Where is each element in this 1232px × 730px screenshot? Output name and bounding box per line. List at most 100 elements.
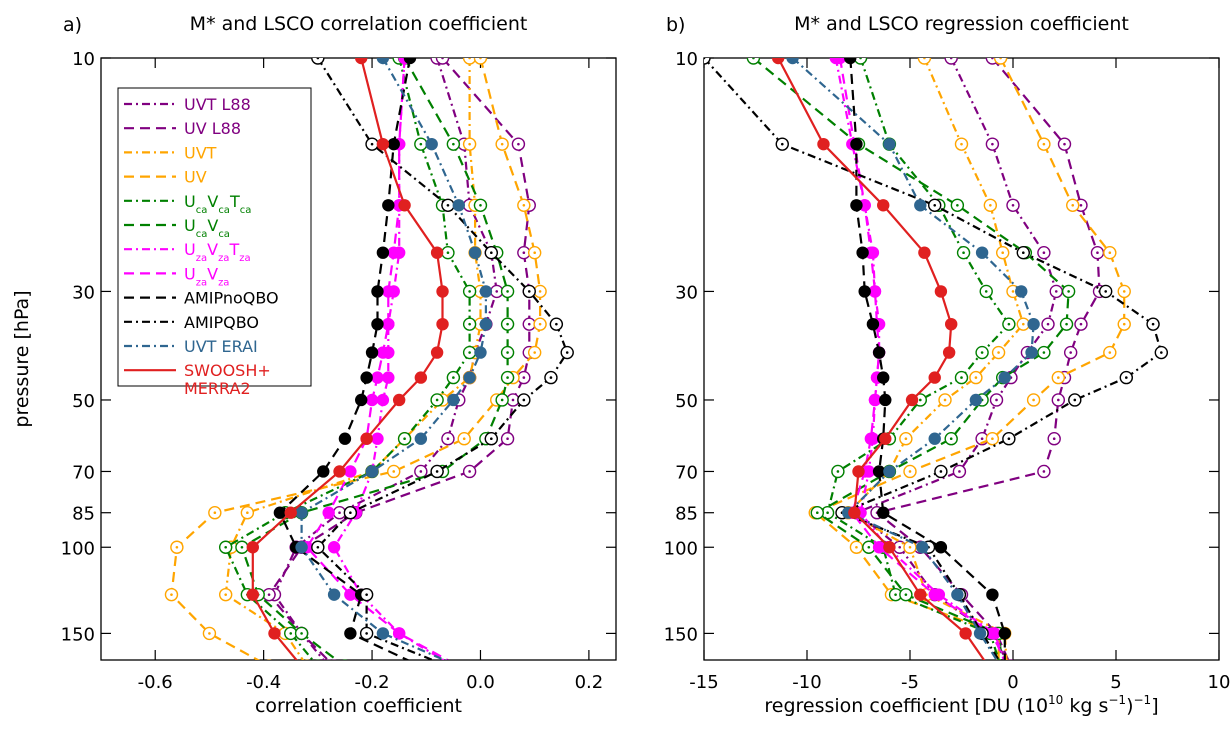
data-point xyxy=(945,317,958,331)
data-point xyxy=(999,659,1002,660)
data-point xyxy=(387,246,400,259)
data-point xyxy=(986,627,999,640)
data-point xyxy=(355,58,368,65)
data-point-center xyxy=(447,665,450,668)
data-point-center xyxy=(538,290,542,293)
data-point xyxy=(883,465,896,478)
data-point xyxy=(371,432,384,445)
x-tick-label: 0.0 xyxy=(466,672,495,693)
data-point xyxy=(934,285,948,298)
data-point-center xyxy=(333,665,336,668)
data-point-center xyxy=(1151,322,1155,326)
data-point-center xyxy=(365,593,368,596)
data-point-center xyxy=(522,203,526,207)
y-tick-label: 150 xyxy=(61,624,95,645)
data-point xyxy=(883,137,896,151)
data-point-center xyxy=(506,322,509,326)
data-point-center xyxy=(511,398,515,402)
series-line xyxy=(224,58,482,660)
data-point-center xyxy=(490,437,493,441)
data-point-center xyxy=(997,351,1000,354)
data-point xyxy=(376,137,390,151)
legend-label: SWOOSH+ xyxy=(184,361,271,380)
data-point-center xyxy=(960,142,963,146)
data-point xyxy=(1000,659,1006,660)
data-point-center xyxy=(1010,665,1013,668)
data-point xyxy=(382,199,395,212)
data-point-center xyxy=(479,58,482,60)
data-point xyxy=(360,371,373,384)
data-point-center xyxy=(1108,251,1112,254)
data-point-center xyxy=(1160,351,1163,354)
data-point-center xyxy=(527,322,531,326)
data-point-center xyxy=(506,437,509,441)
data-point-center xyxy=(1104,290,1107,293)
data-point-center xyxy=(989,203,992,207)
data-point-center xyxy=(999,665,1002,668)
data-point xyxy=(382,317,395,331)
data-point-center xyxy=(1042,470,1046,473)
data-point-center xyxy=(468,470,471,473)
x-tick-label: -5 xyxy=(901,672,919,693)
series-line xyxy=(704,58,1163,660)
x-tick-label: 10 xyxy=(1208,672,1231,693)
data-point xyxy=(993,58,1008,65)
data-point xyxy=(864,432,878,445)
data-point xyxy=(853,58,868,65)
series-line xyxy=(316,58,569,660)
x-tick-label: -10 xyxy=(792,672,821,693)
data-point-center xyxy=(468,58,471,60)
data-point-center xyxy=(240,545,244,549)
y-axis-label: pressure [hPa] xyxy=(11,290,33,427)
data-point-center xyxy=(468,290,471,293)
data-point xyxy=(436,317,449,331)
data-point xyxy=(975,246,989,259)
series-line xyxy=(224,58,471,660)
data-point xyxy=(315,659,321,660)
series-line xyxy=(826,58,1011,660)
data-point-center xyxy=(1122,290,1126,293)
data-point xyxy=(944,58,958,65)
data-point-center xyxy=(908,545,912,549)
data-point-center xyxy=(533,251,536,254)
panel-label: a) xyxy=(63,14,82,36)
data-point-center xyxy=(1001,251,1004,254)
data-point xyxy=(452,659,455,660)
data-point xyxy=(883,541,896,554)
data-point-center xyxy=(836,470,840,473)
data-point-center xyxy=(533,351,536,354)
data-point xyxy=(452,199,465,212)
data-point xyxy=(365,346,379,359)
data-point xyxy=(458,659,460,660)
data-point xyxy=(382,371,395,384)
data-point xyxy=(877,506,890,519)
data-point xyxy=(872,541,886,554)
data-point xyxy=(879,393,892,407)
data-point xyxy=(928,432,941,445)
data-point-center xyxy=(867,545,871,549)
data-point-center xyxy=(991,142,994,146)
data-point-center xyxy=(500,398,504,402)
data-point-center xyxy=(1125,376,1128,379)
plot-frame xyxy=(703,57,1220,661)
x-tick-label: 0 xyxy=(1007,672,1018,693)
data-point xyxy=(376,246,390,259)
series-line xyxy=(332,58,446,660)
data-point xyxy=(387,137,400,151)
data-point xyxy=(877,371,890,384)
legend-label: UVT xyxy=(184,143,217,162)
data-point-center xyxy=(949,58,953,60)
data-point-center xyxy=(392,470,396,473)
data-point xyxy=(1027,317,1040,331)
data-point xyxy=(371,317,384,331)
y-tick-label: 50 xyxy=(72,391,95,412)
data-point xyxy=(872,346,886,359)
data-point-center xyxy=(1042,351,1046,354)
legend-entry: UV L88 xyxy=(124,119,241,138)
data-point xyxy=(928,588,941,601)
data-point xyxy=(986,588,999,601)
data-point xyxy=(246,541,259,554)
data-point-center xyxy=(1052,437,1056,441)
data-point-center xyxy=(446,251,450,254)
legend-label: AMIPnoQBO xyxy=(184,289,279,308)
